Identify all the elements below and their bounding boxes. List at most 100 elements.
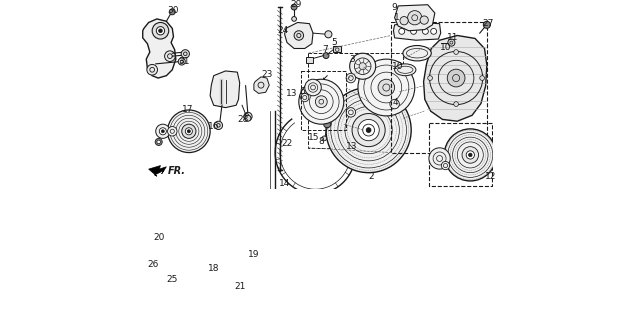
Text: 17: 17 [182,106,193,115]
Circle shape [299,79,343,124]
Text: 14: 14 [279,179,290,188]
Circle shape [169,9,175,15]
Text: 16: 16 [208,122,219,131]
Polygon shape [254,77,269,93]
Circle shape [157,140,161,144]
Text: 20: 20 [154,233,165,242]
Circle shape [294,31,304,40]
Circle shape [167,110,210,153]
Text: 12: 12 [485,172,496,181]
Circle shape [305,79,321,96]
Text: 8: 8 [319,137,324,147]
Text: 15: 15 [309,133,320,142]
Circle shape [156,27,164,35]
Circle shape [185,128,192,135]
Polygon shape [394,5,435,31]
Circle shape [358,119,379,141]
Text: 13: 13 [286,89,298,98]
Circle shape [292,17,296,21]
Circle shape [399,28,405,34]
Circle shape [462,147,479,163]
Circle shape [484,21,490,28]
Circle shape [167,126,177,136]
Circle shape [448,39,455,46]
Circle shape [407,11,422,25]
Bar [333,46,342,52]
Text: 1: 1 [394,13,400,22]
Circle shape [187,130,190,133]
Circle shape [358,59,415,116]
Polygon shape [394,22,441,40]
Circle shape [301,93,309,102]
Circle shape [159,29,162,33]
Text: 7: 7 [322,45,328,54]
Polygon shape [143,19,176,78]
Text: 18: 18 [208,264,219,273]
Polygon shape [149,165,166,176]
Circle shape [420,16,428,24]
Ellipse shape [394,64,416,76]
Circle shape [469,153,472,157]
Text: 31: 31 [179,57,190,66]
Circle shape [164,51,175,61]
Text: 30: 30 [168,6,179,15]
Bar [309,93,319,100]
Circle shape [454,102,458,107]
Ellipse shape [403,45,432,61]
Circle shape [429,148,450,169]
Circle shape [155,138,162,146]
Circle shape [454,50,458,54]
Text: 21: 21 [234,282,246,291]
Bar [301,71,346,130]
Text: 29: 29 [291,0,302,9]
Polygon shape [210,71,240,108]
Circle shape [400,17,408,25]
Circle shape [366,128,371,132]
Polygon shape [423,36,487,121]
Circle shape [245,115,251,121]
Circle shape [390,99,399,109]
Circle shape [346,108,356,117]
Circle shape [159,128,166,135]
Circle shape [359,63,366,70]
Text: 19: 19 [248,250,260,259]
Circle shape [182,124,196,138]
Circle shape [181,50,190,58]
Text: 28: 28 [237,115,249,124]
Circle shape [147,64,157,75]
Text: 13: 13 [347,142,358,151]
Circle shape [431,28,436,34]
Circle shape [244,112,252,121]
Circle shape [466,151,474,159]
Circle shape [428,76,433,80]
Circle shape [378,79,394,96]
Text: 5: 5 [332,38,337,47]
Text: 3: 3 [349,55,355,64]
Circle shape [445,129,497,181]
Text: 23: 23 [261,70,273,79]
Circle shape [326,87,411,173]
Text: 27: 27 [482,19,494,28]
Circle shape [323,52,329,59]
Circle shape [346,73,356,83]
Text: 24: 24 [278,26,289,35]
Circle shape [350,53,376,79]
Text: FR.: FR. [167,166,185,177]
Circle shape [161,130,164,133]
Bar [429,123,492,186]
Polygon shape [285,22,313,49]
Circle shape [156,124,170,138]
Circle shape [410,28,417,34]
Circle shape [324,121,330,128]
Text: 26: 26 [148,260,159,269]
Circle shape [325,31,332,38]
Text: 10: 10 [440,43,451,52]
Circle shape [480,76,484,80]
Text: 11: 11 [447,33,458,42]
Text: 9: 9 [392,3,397,12]
Text: 10: 10 [392,62,404,71]
Circle shape [352,114,385,147]
Bar [308,53,403,148]
Circle shape [422,28,428,34]
Circle shape [215,121,223,130]
